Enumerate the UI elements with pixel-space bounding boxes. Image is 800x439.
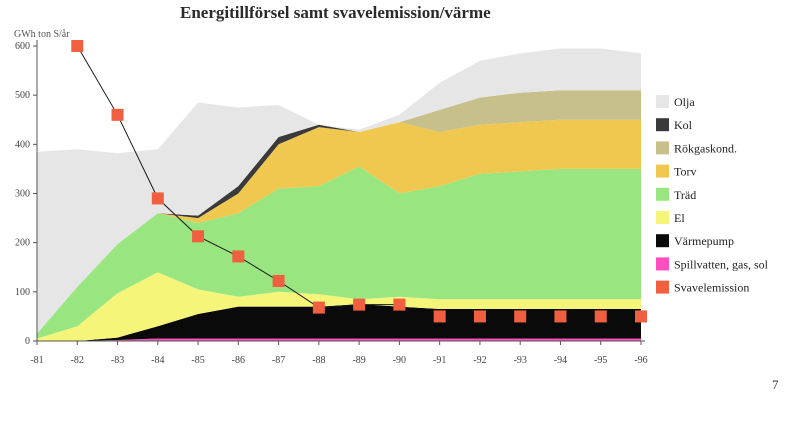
legend-label: Träd [674, 188, 696, 202]
x-tick-label: -84 [151, 355, 164, 366]
emission-marker [192, 230, 205, 243]
legend: Olja Kol Rökgaskond. Torv Träd El Värmepump Spi… [656, 95, 769, 295]
emission-marker [514, 310, 527, 323]
emission-marker [554, 310, 567, 323]
area-series-3 [37, 166, 641, 339]
x-tick-label: -91 [433, 355, 446, 366]
x-tick-label: -83 [111, 355, 124, 366]
legend-swatch [656, 141, 669, 155]
x-tick-label: -82 [71, 355, 84, 366]
y-ticks: 0 100 200 300 400 500 600 [15, 41, 37, 347]
y-tick-label: 600 [15, 41, 30, 52]
y-tick-label: 100 [15, 287, 30, 298]
area-series-1 [37, 304, 641, 341]
x-tick-label: -85 [191, 355, 204, 366]
x-tick-label: -90 [393, 355, 406, 366]
emission-marker [594, 310, 607, 323]
emission-marker [393, 298, 406, 311]
legend-label: Olja [674, 95, 695, 109]
area-series-7 [37, 48, 641, 334]
y-tick-label: 200 [15, 238, 30, 249]
legend-label: Torv [674, 165, 697, 179]
legend-swatch [656, 187, 669, 201]
x-tick-label: -93 [514, 355, 527, 366]
emission-marker [111, 108, 124, 121]
legend-label: Spillvatten, gas, sol [674, 257, 769, 271]
area-series-2 [37, 272, 641, 341]
x-tick-label: -81 [30, 355, 43, 366]
emission-marker [635, 310, 647, 323]
y-tick-label: 300 [15, 189, 30, 200]
emission-marker [353, 298, 366, 311]
x-tick-label: -89 [352, 355, 365, 366]
axes [36, 40, 645, 342]
legend-swatch [656, 95, 669, 108]
emission-series [71, 40, 647, 323]
legend-swatch [656, 234, 669, 248]
emission-marker [71, 40, 84, 52]
emission-marker [232, 250, 245, 263]
y-tick-label: 0 [25, 336, 30, 347]
legend-label: El [674, 211, 685, 225]
x-tick-label: -95 [594, 355, 607, 366]
page-number: 7 [772, 377, 779, 392]
x-tick-label: -92 [473, 355, 486, 366]
legend-swatch [656, 211, 669, 224]
area-series-4 [37, 119, 641, 334]
area-series-0 [37, 338, 641, 341]
legend-swatch [656, 280, 669, 294]
stacked-areas [37, 48, 641, 341]
x-tick-label: -96 [634, 355, 647, 366]
area-series-5 [37, 90, 641, 334]
x-tick-label: -87 [272, 355, 285, 366]
legend-label: Svavelemission [674, 281, 749, 295]
emission-marker [473, 310, 486, 323]
emission-marker [433, 310, 446, 323]
y-unit-label: GWh ton S/år [14, 29, 70, 40]
legend-swatch [656, 164, 669, 178]
x-tick-label: -86 [232, 355, 245, 366]
legend-swatch [656, 118, 669, 132]
x-tick-label: -88 [312, 355, 325, 366]
emission-marker [151, 192, 164, 205]
x-ticks: -81 -82 -83 -84 -85 -86 -87 -88 -89 -90 -91 -92 -93 -… [30, 341, 648, 366]
legend-label: Kol [674, 118, 693, 132]
x-tick-label: -94 [554, 355, 567, 366]
emission-marker [272, 275, 285, 288]
legend-swatch [656, 257, 669, 271]
y-tick-label: 400 [15, 139, 30, 150]
y-tick-label: 500 [15, 90, 30, 101]
legend-label: Rökgaskond. [674, 141, 737, 155]
emission-marker [312, 301, 325, 314]
chart-title: Energitillförsel samt svavelemission/vär… [180, 3, 491, 22]
legend-label: Värmepump [674, 234, 734, 248]
